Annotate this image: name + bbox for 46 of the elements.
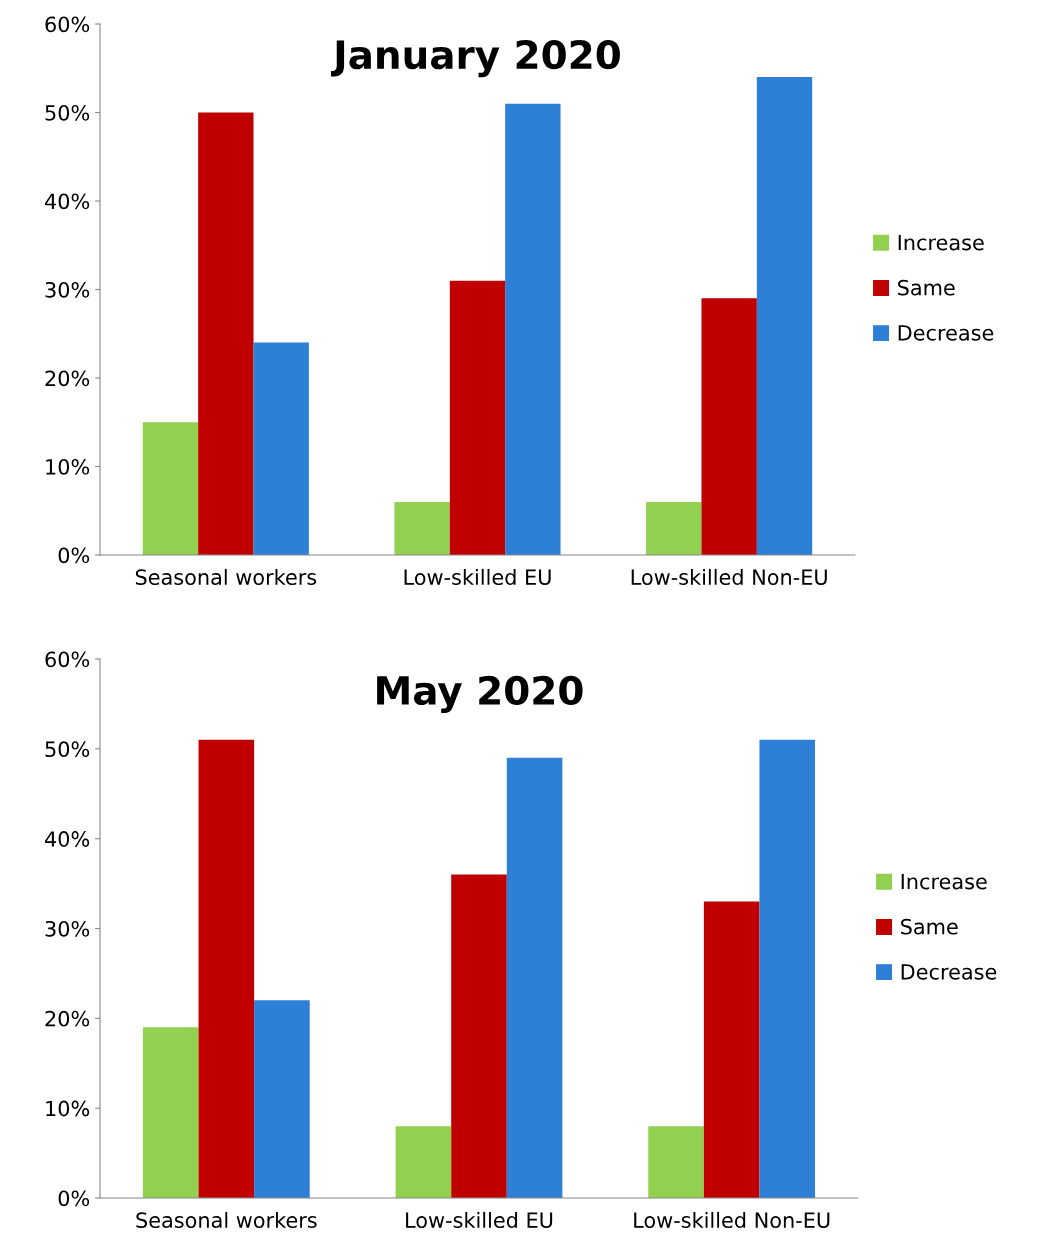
y-tick-label: 50% — [45, 104, 90, 121]
bar — [756, 77, 813, 555]
bar — [142, 1027, 199, 1198]
y-tick-label: 20% — [45, 1010, 90, 1027]
chart-title: January 2020 — [331, 39, 620, 78]
y-tick-label: 10% — [46, 1100, 90, 1117]
legend-label: Same — [898, 279, 955, 296]
x-tick-label: Low-skilled EU — [404, 568, 551, 586]
y-tick-label: 50% — [45, 741, 90, 758]
y-tick-label: 0% — [58, 547, 90, 564]
chart-title: May 2020 — [377, 675, 583, 713]
bar — [198, 112, 254, 555]
x-tick-label: Seasonal workers — [135, 568, 317, 586]
y-tick-label: 10% — [46, 458, 90, 475]
y-tick-label: 40% — [44, 831, 90, 847]
bar — [449, 280, 506, 555]
bar — [253, 342, 309, 555]
bar — [198, 739, 255, 1198]
bar — [451, 874, 507, 1198]
bar — [395, 1126, 452, 1198]
legend-label: Decrease — [898, 325, 994, 341]
y-tick-label: 20% — [45, 370, 90, 387]
x-tick-label: Low-skilled Non-EU — [631, 568, 827, 586]
legend-label: Decrease — [901, 964, 997, 980]
x-tick-label: Seasonal workers — [136, 1211, 317, 1229]
legend-label: Same — [901, 918, 958, 935]
y-tick-label: 0% — [58, 1190, 90, 1207]
y-tick-label: 60% — [45, 651, 90, 668]
bar — [394, 501, 450, 555]
bar — [646, 501, 702, 555]
bar — [506, 757, 563, 1198]
x-tick-label: Low-skilled EU — [406, 1211, 553, 1229]
bar — [505, 103, 561, 555]
y-tick-label: 40% — [44, 193, 90, 210]
x-tick-label: Low-skilled Non-EU — [634, 1211, 830, 1229]
legend-label: Increase — [901, 873, 987, 890]
bar — [701, 298, 757, 555]
y-tick-label: 30% — [45, 920, 90, 937]
bar — [703, 901, 760, 1198]
bar — [648, 1126, 704, 1198]
bar — [759, 739, 816, 1198]
y-tick-label: 60% — [45, 16, 90, 33]
legend-label: Increase — [898, 234, 984, 251]
bar — [254, 1000, 310, 1198]
bar — [142, 422, 199, 555]
y-tick-label: 30% — [45, 281, 90, 298]
